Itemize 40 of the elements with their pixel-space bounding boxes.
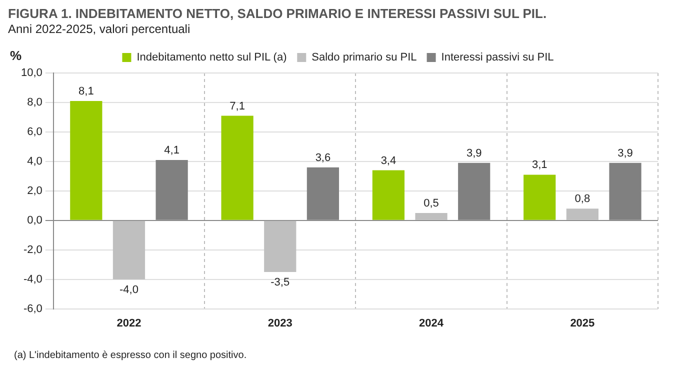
data-label: 4,1 [164,144,180,156]
data-label: 3,1 [532,159,548,172]
bar [566,208,598,220]
y-tick-label: 8,0 [27,96,42,109]
legend-label: Indebitamento netto sul PIL (a) [136,52,287,64]
y-tick-label: 10,0 [20,67,42,80]
bar [524,174,556,220]
x-tick-label: 2023 [268,317,292,330]
bar [415,213,448,220]
y-tick-label: 0,0 [27,214,42,226]
bar [112,220,146,280]
y-tick-label: -6,0 [23,302,42,315]
data-label: 3,9 [618,147,633,160]
data-label: 3,9 [466,147,482,160]
data-label: 7,1 [230,100,245,112]
data-label: -3,5 [270,276,290,288]
data-label: -4,0 [120,284,138,296]
x-tick-label: 2024 [419,317,444,330]
chart-subtitle: Anni 2022-2025, valori percentuali [8,22,190,36]
legend-label: Interessi passivi su PIL [441,52,554,64]
chart-title: FIGURA 1. INDEBITAMENTO NETTO, SALDO PRIMARIO E INTERESSI PASSIVI SUL PIL. [8,6,547,21]
bar [221,116,254,220]
y-tick-label: 4,0 [27,155,42,168]
data-label: 3,6 [315,152,331,164]
bar [70,101,102,220]
y-axis-title: % [10,48,22,63]
x-tick-label: 2022 [116,317,142,330]
y-tick-label: -2,0 [23,244,42,256]
data-label: 0,8 [574,193,590,206]
bar [372,170,405,220]
y-tick-label: 2,0 [27,184,42,197]
data-label: 0,5 [424,198,439,210]
x-tick-label: 2025 [570,317,595,330]
data-label: 3,4 [380,154,396,167]
y-tick-label: -4,0 [23,273,42,286]
data-label: 8,1 [78,86,94,98]
bar [264,220,296,272]
y-tick-label: 6,0 [27,126,42,138]
text: (a) L'indebitamento è espresso con il segno positivo. [14,350,247,361]
legend-label: Saldo primario su PIL [312,52,417,64]
